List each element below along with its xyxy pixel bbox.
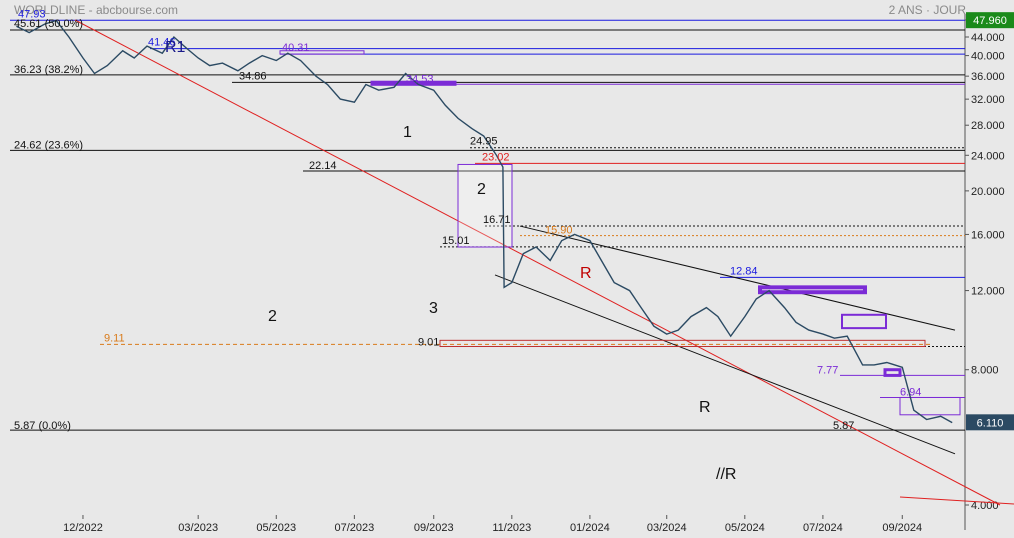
current-price-badge-bg [966,414,1014,431]
annotation-R1: R1 [165,39,186,56]
y-tick-label: 24.000 [971,150,1005,162]
level-label: 15.01 [442,235,470,247]
chart-period: 2 ANS · JOUR [888,3,966,17]
y-tick-label: 20.000 [971,186,1005,198]
box-6.94-purple [899,396,961,416]
y-tick-label: 12.000 [971,286,1005,298]
level-label: 6.94 [900,386,921,398]
y-tick-label: 36.000 [971,71,1005,83]
x-tick-label: 07/2024 [803,522,843,534]
y-tick-label: 16.000 [971,229,1005,241]
x-tick-label: 09/2024 [882,522,922,534]
level-label: 7.77 [817,364,838,376]
level-label: 45.61 (50.0%) [14,18,83,30]
y-tick-label: 40.000 [971,51,1005,63]
level-label: 34.86 [239,70,267,82]
box-7.77-purple [883,368,902,377]
level-label: 41.46 [148,37,176,49]
level-label: 22.14 [309,160,337,172]
x-tick-label: 01/2024 [570,522,610,534]
x-tick-label: 03/2023 [178,522,218,534]
y-tick-label: 28.000 [971,120,1005,132]
level-label: 23.02 [482,151,510,163]
annotation-2-left: 2 [268,308,277,325]
level-label: 5.87 (0.0%) [14,420,71,432]
level-label: 40.31 [282,42,310,54]
annotation-wave-3: 3 [429,300,438,317]
y-tick-label: 8.000 [971,365,999,377]
box-9.01-red [439,339,926,348]
resistance-line-R1-R [74,19,1001,506]
box-10.2-purple [841,313,887,330]
annotation-R-channel: R [699,399,711,416]
x-tick-label: 05/2023 [256,522,296,534]
level-label: 5.87 [833,420,854,432]
box-34.53 [370,80,457,86]
level-label: 9.11 [104,332,125,344]
channel-upper-line [519,225,956,331]
x-tick-label: 12/2022 [63,522,103,534]
y-tick-label: 44.000 [971,32,1005,44]
annotation-parallel-R: //R [716,466,736,483]
annotation-wave-1: 1 [403,124,412,141]
box-12.84-purple [758,285,867,295]
x-tick-label: 05/2024 [725,522,765,534]
level-label: 15.90 [545,225,573,237]
annotation-R: R [580,265,592,282]
level-label: 9.01 [418,337,439,349]
current-price-line [899,496,1014,505]
level-label: 24.95 [470,136,498,148]
level-label: 34.53 [406,73,434,85]
box-40.31 [279,50,365,55]
level-label: 24.62 (23.6%) [14,139,83,151]
x-tick-label: 11/2023 [492,522,531,534]
annotation-wave-2: 2 [477,181,486,198]
last-price-badge-bg [966,12,1014,29]
current-price-badge: 6.110 [977,417,1004,429]
chart-title: WORLDLINE - abcbourse.com [14,3,179,17]
level-label: 16.71 [483,214,511,226]
x-tick-label: 03/2024 [647,522,687,534]
x-tick-label: 09/2023 [414,522,454,534]
level-label: 12.84 [730,265,758,277]
last-price-badge: 47.960 [973,15,1007,27]
y-tick-label: 32.000 [971,94,1005,106]
level-label: 36.23 (38.2%) [14,64,83,76]
x-tick-label: 07/2023 [334,522,374,534]
level-label: 47.93 [18,8,46,20]
channel-lower-line [494,274,956,455]
price-series-line [16,19,953,424]
